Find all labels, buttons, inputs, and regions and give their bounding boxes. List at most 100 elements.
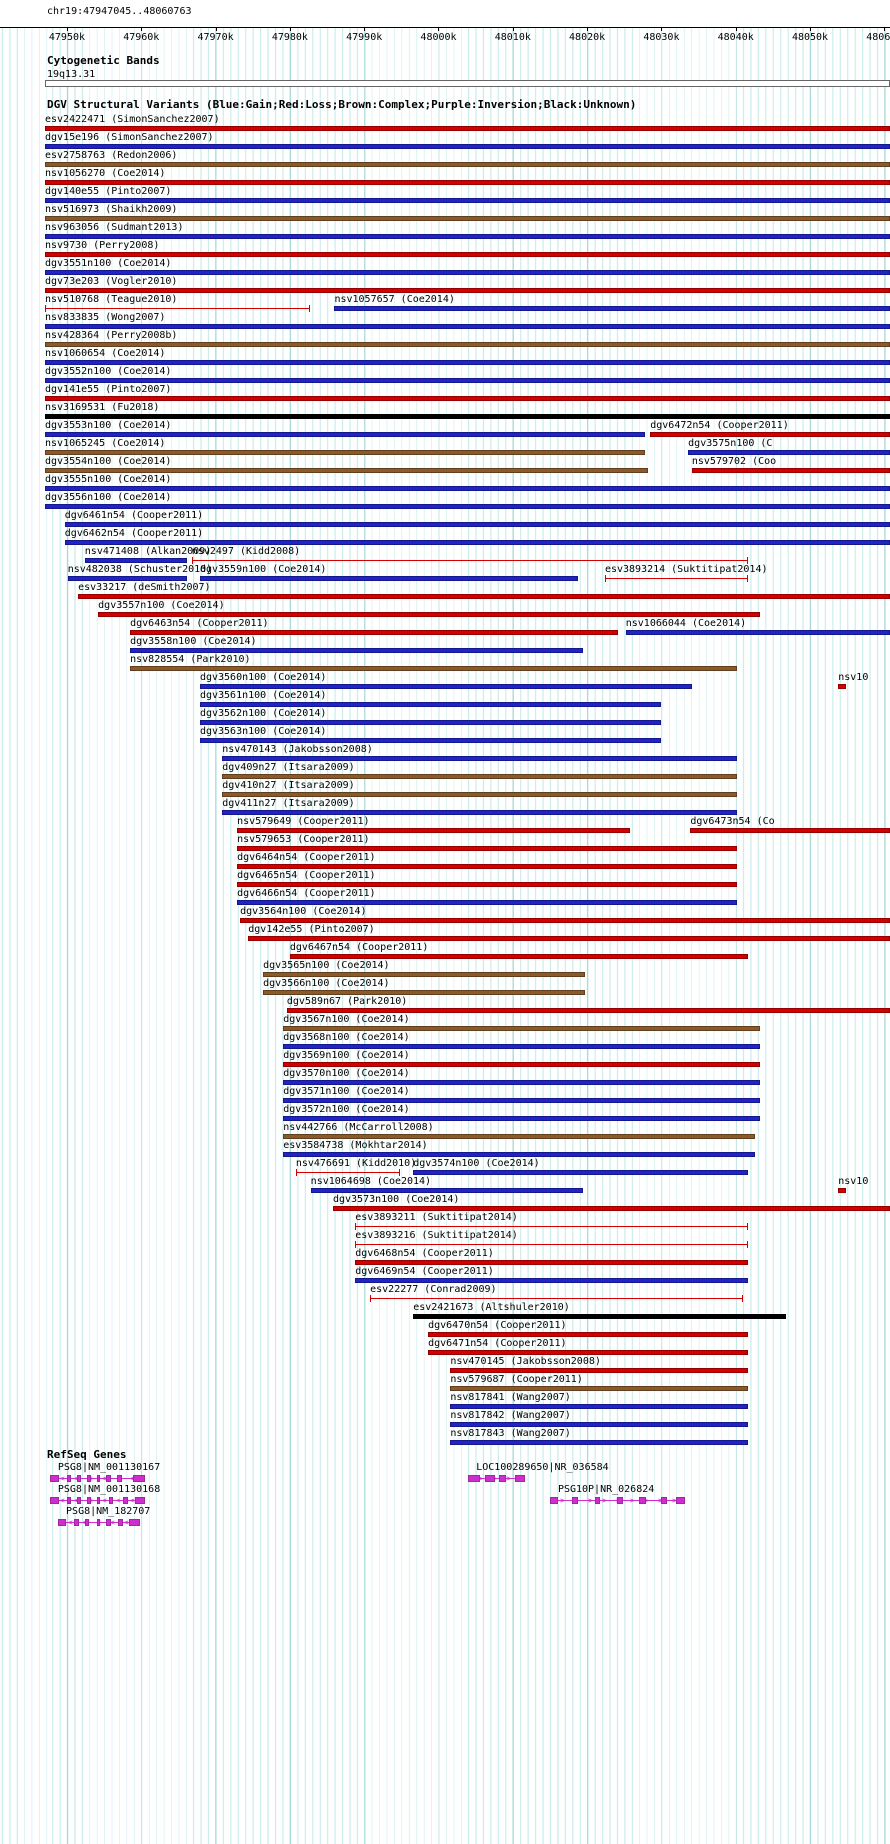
variant-bar[interactable] <box>199 576 579 581</box>
variant-bar[interactable] <box>45 360 890 365</box>
gene-glyph[interactable]: <<<<< <box>58 1518 140 1527</box>
variant-label[interactable]: esv2758763 (Redon2006) <box>45 150 178 161</box>
variant-bar[interactable] <box>283 1062 761 1067</box>
variant-bar[interactable] <box>199 720 661 725</box>
variant-bar[interactable] <box>237 882 738 887</box>
variant-bar[interactable] <box>283 1116 761 1121</box>
variant-bar[interactable] <box>191 556 749 565</box>
variant-bar[interactable] <box>428 1332 749 1337</box>
variant-bar[interactable] <box>838 684 846 689</box>
variant-bar[interactable] <box>199 702 661 707</box>
variant-bar[interactable] <box>283 1134 756 1139</box>
variant-bar[interactable] <box>688 450 890 455</box>
variant-label[interactable]: esv33217 (deSmith2007) <box>78 582 211 593</box>
variant-bar[interactable] <box>45 180 890 185</box>
variant-label[interactable]: dgv6465n54 (Cooper2011) <box>237 870 376 881</box>
variant-label[interactable]: dgv6469n54 (Cooper2011) <box>355 1266 494 1277</box>
variant-bar[interactable] <box>45 144 890 149</box>
variant-bar[interactable] <box>130 648 584 653</box>
variant-label[interactable]: nsv828554 (Park2010) <box>130 654 251 665</box>
variant-bar[interactable] <box>84 558 188 563</box>
variant-bar[interactable] <box>45 342 890 347</box>
variant-label[interactable]: nsv516973 (Shaikh2009) <box>45 204 178 215</box>
variant-label[interactable]: dgv3561n100 (Coe2014) <box>199 690 327 701</box>
variant-bar[interactable] <box>64 540 890 545</box>
variant-bar[interactable] <box>45 414 890 419</box>
variant-label[interactable]: dgv409n27 (Itsara2009) <box>222 762 355 773</box>
variant-label[interactable]: dgv3558n100 (Coe2014) <box>130 636 257 647</box>
variant-bar[interactable] <box>237 828 631 833</box>
variant-bar[interactable] <box>283 1080 761 1085</box>
gene-glyph[interactable]: <<<<<< <box>49 1496 145 1505</box>
variant-bar[interactable] <box>286 1008 890 1013</box>
variant-label[interactable]: dgv3562n100 (Coe2014) <box>199 708 327 719</box>
variant-label[interactable]: dgv3572n100 (Coe2014) <box>283 1104 410 1115</box>
variant-label[interactable]: nsv579649 (Cooper2011) <box>237 816 370 827</box>
variant-bar[interactable] <box>45 324 890 329</box>
variant-bar[interactable] <box>45 304 310 313</box>
variant-label[interactable]: nsv817843 (Wang2007) <box>450 1428 571 1439</box>
variant-bar[interactable] <box>838 1188 846 1193</box>
variant-label[interactable]: dgv410n27 (Itsara2009) <box>222 780 355 791</box>
variant-bar[interactable] <box>45 252 890 257</box>
variant-bar[interactable] <box>237 900 738 905</box>
variant-bar[interactable] <box>355 1278 749 1283</box>
variant-label[interactable]: nsv833835 (Wong2007) <box>45 312 166 323</box>
variant-label[interactable]: nsv510768 (Teague2010) <box>45 294 178 305</box>
variant-bar[interactable] <box>222 756 738 761</box>
variant-bar[interactable] <box>413 1170 749 1175</box>
variant-label[interactable]: dgv6473n54 (Co <box>690 816 775 827</box>
variant-bar[interactable] <box>130 630 619 635</box>
variant-label[interactable]: dgv3568n100 (Coe2014) <box>283 1032 410 1043</box>
variant-label[interactable]: nsv9730 (Perry2008) <box>45 240 160 251</box>
variant-bar[interactable] <box>67 576 188 581</box>
gene-glyph[interactable]: >>> <box>468 1474 525 1483</box>
variant-label[interactable]: nsv579653 (Cooper2011) <box>237 834 370 845</box>
variant-label[interactable]: dgv3575n100 (C <box>688 438 773 449</box>
variant-bar[interactable] <box>690 828 890 833</box>
variant-label[interactable]: nsv1060654 (Coe2014) <box>45 348 166 359</box>
gene-label[interactable]: PSG8|NM_001130168 <box>57 1484 161 1495</box>
variant-bar[interactable] <box>64 522 890 527</box>
variant-label[interactable]: dgv3559n100 (Coe2014) <box>199 564 327 575</box>
variant-label[interactable]: esv22277 (Conrad2009) <box>370 1284 497 1295</box>
variant-bar[interactable] <box>413 1314 787 1319</box>
variant-label[interactable]: nsv471408 (Alkan2009) <box>84 546 212 557</box>
variant-bar[interactable] <box>45 396 890 401</box>
variant-label[interactable]: dgv141e55 (Pinto2007) <box>45 384 172 395</box>
variant-label[interactable]: dgv6467n54 (Cooper2011) <box>289 942 429 953</box>
variant-label[interactable]: dgv140e55 (Pinto2007) <box>45 186 172 197</box>
variant-bar[interactable] <box>237 846 738 851</box>
variant-label[interactable]: dgv3563n100 (Coe2014) <box>199 726 327 737</box>
variant-label[interactable]: dgv3573n100 (Coe2014) <box>332 1194 460 1205</box>
gene-label[interactable]: PSG8|NM_001130167 <box>57 1462 161 1473</box>
variant-bar[interactable] <box>450 1386 749 1391</box>
variant-bar[interactable] <box>263 990 585 995</box>
variant-label[interactable]: dgv411n27 (Itsara2009) <box>222 798 355 809</box>
variant-label[interactable]: esv3584738 (Mokhtar2014) <box>283 1140 428 1151</box>
variant-bar[interactable] <box>45 234 890 239</box>
variant-label[interactable]: dgv3553n100 (Coe2014) <box>45 420 172 431</box>
variant-bar[interactable] <box>450 1440 749 1445</box>
variant-label[interactable]: nsv476691 (Kidd2010) <box>295 1158 417 1169</box>
variant-bar[interactable] <box>45 270 890 275</box>
variant-label[interactable]: dgv3557n100 (Coe2014) <box>98 600 225 611</box>
variant-bar[interactable] <box>428 1350 749 1355</box>
variant-bar[interactable] <box>450 1422 749 1427</box>
gene-label[interactable]: PSG8|NM_182707 <box>66 1506 151 1517</box>
variant-bar[interactable] <box>604 574 749 583</box>
variant-bar[interactable] <box>45 198 890 203</box>
variant-label[interactable]: nsv579687 (Cooper2011) <box>450 1374 583 1385</box>
variant-label[interactable]: dgv3574n100 (Coe2014) <box>413 1158 540 1169</box>
variant-label[interactable]: esv3893216 (Suktitipat2014) <box>355 1230 518 1241</box>
variant-label[interactable]: dgv3551n100 (Coe2014) <box>45 258 172 269</box>
variant-label[interactable]: nsv482038 (Schuster2010) <box>67 564 213 575</box>
variant-label[interactable]: nsv428364 (Perry2008b) <box>45 330 178 341</box>
variant-label[interactable]: dgv6470n54 (Cooper2011) <box>428 1320 567 1331</box>
variant-label[interactable]: dgv6472n54 (Cooper2011) <box>650 420 789 431</box>
variant-bar[interactable] <box>450 1368 749 1373</box>
variant-bar[interactable] <box>45 162 890 167</box>
variant-label[interactable]: dgv6463n54 (Cooper2011) <box>130 618 269 629</box>
variant-label[interactable]: dgv6466n54 (Cooper2011) <box>237 888 376 899</box>
variant-label[interactable]: dgv6464n54 (Cooper2011) <box>237 852 376 863</box>
